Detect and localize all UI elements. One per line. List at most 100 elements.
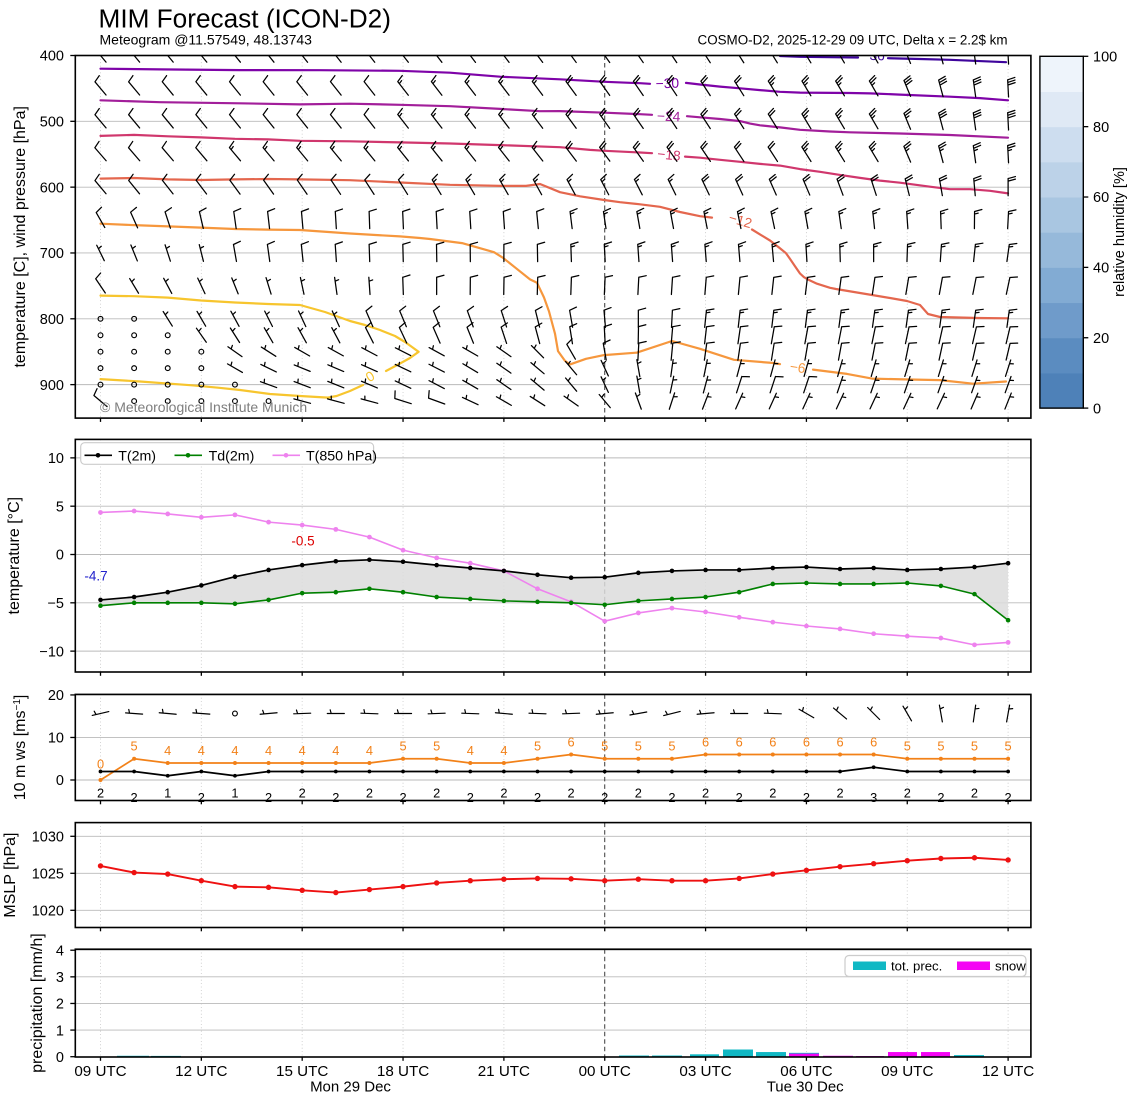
svg-text:2: 2 bbox=[131, 790, 138, 805]
svg-text:0: 0 bbox=[56, 773, 64, 789]
svg-text:2: 2 bbox=[467, 790, 474, 805]
svg-text:Tue 30 Dec: Tue 30 Dec bbox=[767, 1079, 844, 1096]
svg-text:700: 700 bbox=[40, 246, 64, 262]
svg-text:2: 2 bbox=[803, 790, 810, 805]
svg-text:6: 6 bbox=[870, 734, 877, 749]
svg-text:6: 6 bbox=[803, 734, 810, 749]
svg-text:20: 20 bbox=[1093, 331, 1109, 347]
svg-text:4: 4 bbox=[164, 743, 171, 758]
svg-text:relative humidity [%]: relative humidity [%] bbox=[1112, 167, 1128, 297]
svg-text:5: 5 bbox=[56, 499, 64, 515]
svg-text:3: 3 bbox=[870, 790, 877, 805]
svg-text:10 m ws [ms−1]: 10 m ws [ms−1] bbox=[12, 695, 30, 801]
svg-text:12 UTC: 12 UTC bbox=[982, 1063, 1034, 1080]
svg-text:6: 6 bbox=[702, 734, 709, 749]
svg-text:1020: 1020 bbox=[32, 904, 64, 920]
svg-text:5: 5 bbox=[937, 739, 944, 754]
svg-text:1: 1 bbox=[56, 1023, 64, 1039]
svg-text:T(2m): T(2m) bbox=[118, 448, 156, 464]
svg-text:4: 4 bbox=[231, 743, 238, 758]
svg-text:2: 2 bbox=[399, 790, 406, 805]
svg-text:2: 2 bbox=[265, 790, 272, 805]
svg-text:500: 500 bbox=[40, 115, 64, 131]
svg-text:2: 2 bbox=[56, 997, 64, 1013]
svg-text:400: 400 bbox=[40, 49, 64, 65]
svg-text:0: 0 bbox=[56, 548, 64, 564]
svg-text:5: 5 bbox=[131, 739, 138, 754]
svg-text:2: 2 bbox=[433, 786, 440, 801]
svg-text:6: 6 bbox=[736, 734, 743, 749]
svg-text:5: 5 bbox=[904, 739, 911, 754]
svg-text:2: 2 bbox=[937, 790, 944, 805]
svg-text:−30: −30 bbox=[655, 76, 679, 92]
svg-text:snow: snow bbox=[995, 959, 1026, 974]
svg-text:−12: −12 bbox=[727, 210, 754, 231]
svg-text:5: 5 bbox=[399, 739, 406, 754]
svg-text:6: 6 bbox=[568, 734, 575, 749]
svg-text:4: 4 bbox=[198, 743, 205, 758]
svg-text:5: 5 bbox=[635, 739, 642, 754]
svg-text:2: 2 bbox=[668, 790, 675, 805]
svg-text:2: 2 bbox=[635, 786, 642, 801]
svg-text:2: 2 bbox=[1005, 790, 1012, 805]
svg-text:2: 2 bbox=[601, 790, 608, 805]
svg-text:10: 10 bbox=[48, 731, 64, 747]
svg-text:18 UTC: 18 UTC bbox=[377, 1063, 429, 1080]
svg-text:temperature [°C]: temperature [°C] bbox=[6, 497, 23, 615]
svg-text:precipitation [mm/h]: precipitation [mm/h] bbox=[29, 933, 46, 1073]
svg-text:5: 5 bbox=[1005, 739, 1012, 754]
svg-text:09 UTC: 09 UTC bbox=[74, 1063, 126, 1080]
svg-text:2: 2 bbox=[332, 790, 339, 805]
svg-text:2: 2 bbox=[299, 786, 306, 801]
svg-text:−6: −6 bbox=[789, 359, 807, 376]
svg-text:03 UTC: 03 UTC bbox=[679, 1063, 731, 1080]
svg-text:12 UTC: 12 UTC bbox=[175, 1063, 227, 1080]
svg-text:2: 2 bbox=[702, 786, 709, 801]
svg-text:2: 2 bbox=[736, 790, 743, 805]
svg-text:temperature [C], wind pressure: temperature [C], wind pressure [hPa] bbox=[12, 106, 29, 367]
svg-text:Mon 29 Dec: Mon 29 Dec bbox=[310, 1079, 391, 1096]
svg-text:1: 1 bbox=[231, 786, 238, 801]
svg-text:2: 2 bbox=[366, 786, 373, 801]
svg-text:60: 60 bbox=[1093, 190, 1109, 206]
svg-text:2: 2 bbox=[534, 790, 541, 805]
svg-text:4: 4 bbox=[332, 743, 339, 758]
svg-text:2: 2 bbox=[97, 786, 104, 801]
svg-text:21 UTC: 21 UTC bbox=[478, 1063, 530, 1080]
svg-text:2: 2 bbox=[198, 790, 205, 805]
svg-text:4: 4 bbox=[299, 743, 306, 758]
svg-text:10: 10 bbox=[48, 451, 64, 467]
svg-text:800: 800 bbox=[40, 312, 64, 328]
svg-text:−36: −36 bbox=[861, 48, 885, 64]
svg-text:09 UTC: 09 UTC bbox=[881, 1063, 933, 1080]
svg-text:2: 2 bbox=[971, 786, 978, 801]
svg-text:−5: −5 bbox=[47, 596, 64, 612]
svg-text:20: 20 bbox=[48, 688, 64, 704]
svg-text:2: 2 bbox=[836, 786, 843, 801]
svg-text:6: 6 bbox=[836, 734, 843, 749]
svg-text:5: 5 bbox=[433, 739, 440, 754]
svg-text:1025: 1025 bbox=[32, 867, 64, 883]
svg-text:Td(2m): Td(2m) bbox=[209, 448, 255, 464]
svg-text:0: 0 bbox=[56, 1050, 64, 1066]
svg-text:40: 40 bbox=[1093, 261, 1109, 277]
svg-text:2: 2 bbox=[904, 786, 911, 801]
svg-text:1: 1 bbox=[164, 786, 171, 801]
svg-text:2: 2 bbox=[568, 786, 575, 801]
svg-text:tot. prec.: tot. prec. bbox=[891, 959, 942, 974]
svg-text:-0.5: -0.5 bbox=[291, 534, 314, 549]
svg-text:5: 5 bbox=[601, 739, 608, 754]
svg-text:MIM Forecast (ICON-D2): MIM Forecast (ICON-D2) bbox=[99, 4, 391, 34]
svg-text:3: 3 bbox=[56, 970, 64, 986]
svg-text:5: 5 bbox=[668, 739, 675, 754]
svg-text:−10: −10 bbox=[39, 644, 64, 660]
svg-text:0: 0 bbox=[1093, 401, 1101, 417]
svg-text:5: 5 bbox=[534, 739, 541, 754]
svg-text:600: 600 bbox=[40, 180, 64, 196]
svg-text:-4.7: -4.7 bbox=[84, 569, 107, 584]
svg-text:MSLP [hPa]: MSLP [hPa] bbox=[2, 833, 19, 918]
svg-text:5: 5 bbox=[971, 739, 978, 754]
svg-text:06 UTC: 06 UTC bbox=[780, 1063, 832, 1080]
svg-text:Meteogram @11.57549, 48.13743: Meteogram @11.57549, 48.13743 bbox=[100, 32, 313, 48]
svg-text:4: 4 bbox=[56, 943, 64, 959]
